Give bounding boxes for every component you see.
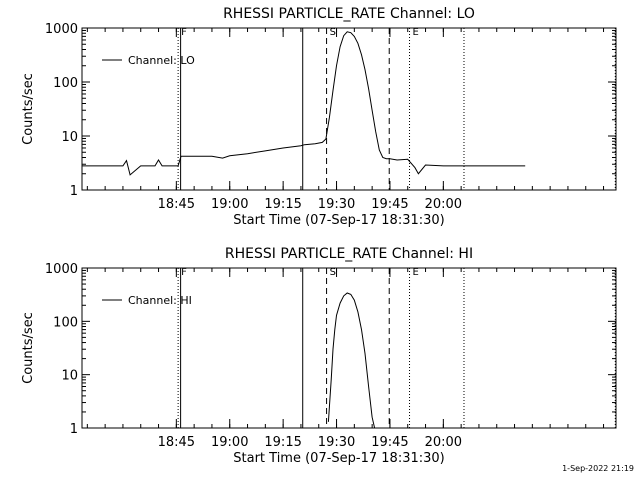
y-tick-label: 10: [61, 369, 78, 384]
x-tick-label: 19:30: [318, 435, 355, 450]
x-tick-label: 18:45: [158, 435, 195, 450]
legend-label: Channel: LO: [128, 54, 195, 67]
event-marker-label: F: [181, 27, 187, 38]
event-marker-label: F: [181, 267, 187, 278]
chart-panel-2: RHESSI PARTICLE_RATE Channel: HI F S E 1 10 10…: [21, 246, 617, 466]
y-tick-label: 1: [70, 184, 78, 199]
x-tick-label: 18:45: [158, 197, 195, 212]
series-line: [327, 292, 376, 429]
chart-panel-1: RHESSI PARTICLE_RATE Channel: LO F S E 1 10 10…: [21, 6, 617, 228]
plot-frame: [81, 27, 617, 191]
y-axis-label: Counts/sec: [21, 73, 36, 145]
y-tick-label: 1000: [45, 22, 78, 37]
x-tick-label: 20:00: [425, 197, 462, 212]
x-axis-label: Start Time (07-Sep-17 18:31:30): [233, 213, 444, 228]
x-tick-label: 19:45: [371, 197, 408, 212]
x-tick-label: 19:45: [371, 435, 408, 450]
event-marker-label: S: [330, 267, 336, 278]
event-marker-label: E: [413, 27, 419, 38]
x-axis-label: Start Time (07-Sep-17 18:31:30): [233, 451, 444, 466]
x-tick-label: 19:00: [211, 197, 248, 212]
x-tick-label: 19:30: [318, 197, 355, 212]
series-line: [82, 31, 526, 176]
x-tick-label: 20:00: [425, 435, 462, 450]
y-tick-label: 100: [53, 76, 78, 91]
legend-label: Channel: HI: [128, 294, 192, 307]
chart-title: RHESSI PARTICLE_RATE Channel: LO: [223, 6, 475, 22]
x-tick-label: 19:15: [264, 197, 301, 212]
event-marker-label: E: [413, 267, 419, 278]
y-tick-label: 100: [53, 315, 78, 330]
y-tick-label: 10: [61, 130, 78, 145]
y-axis-label: Counts/sec: [21, 312, 36, 384]
plot-frame: [81, 267, 617, 429]
y-tick-label: 1000: [45, 262, 78, 277]
chart-title: RHESSI PARTICLE_RATE Channel: HI: [225, 246, 473, 262]
event-marker-label: S: [330, 27, 336, 38]
x-tick-label: 19:15: [264, 435, 301, 450]
footer-timestamp: 1-Sep-2022 21:19: [562, 464, 634, 473]
x-tick-label: 19:00: [211, 435, 248, 450]
y-tick-label: 1: [70, 422, 78, 437]
